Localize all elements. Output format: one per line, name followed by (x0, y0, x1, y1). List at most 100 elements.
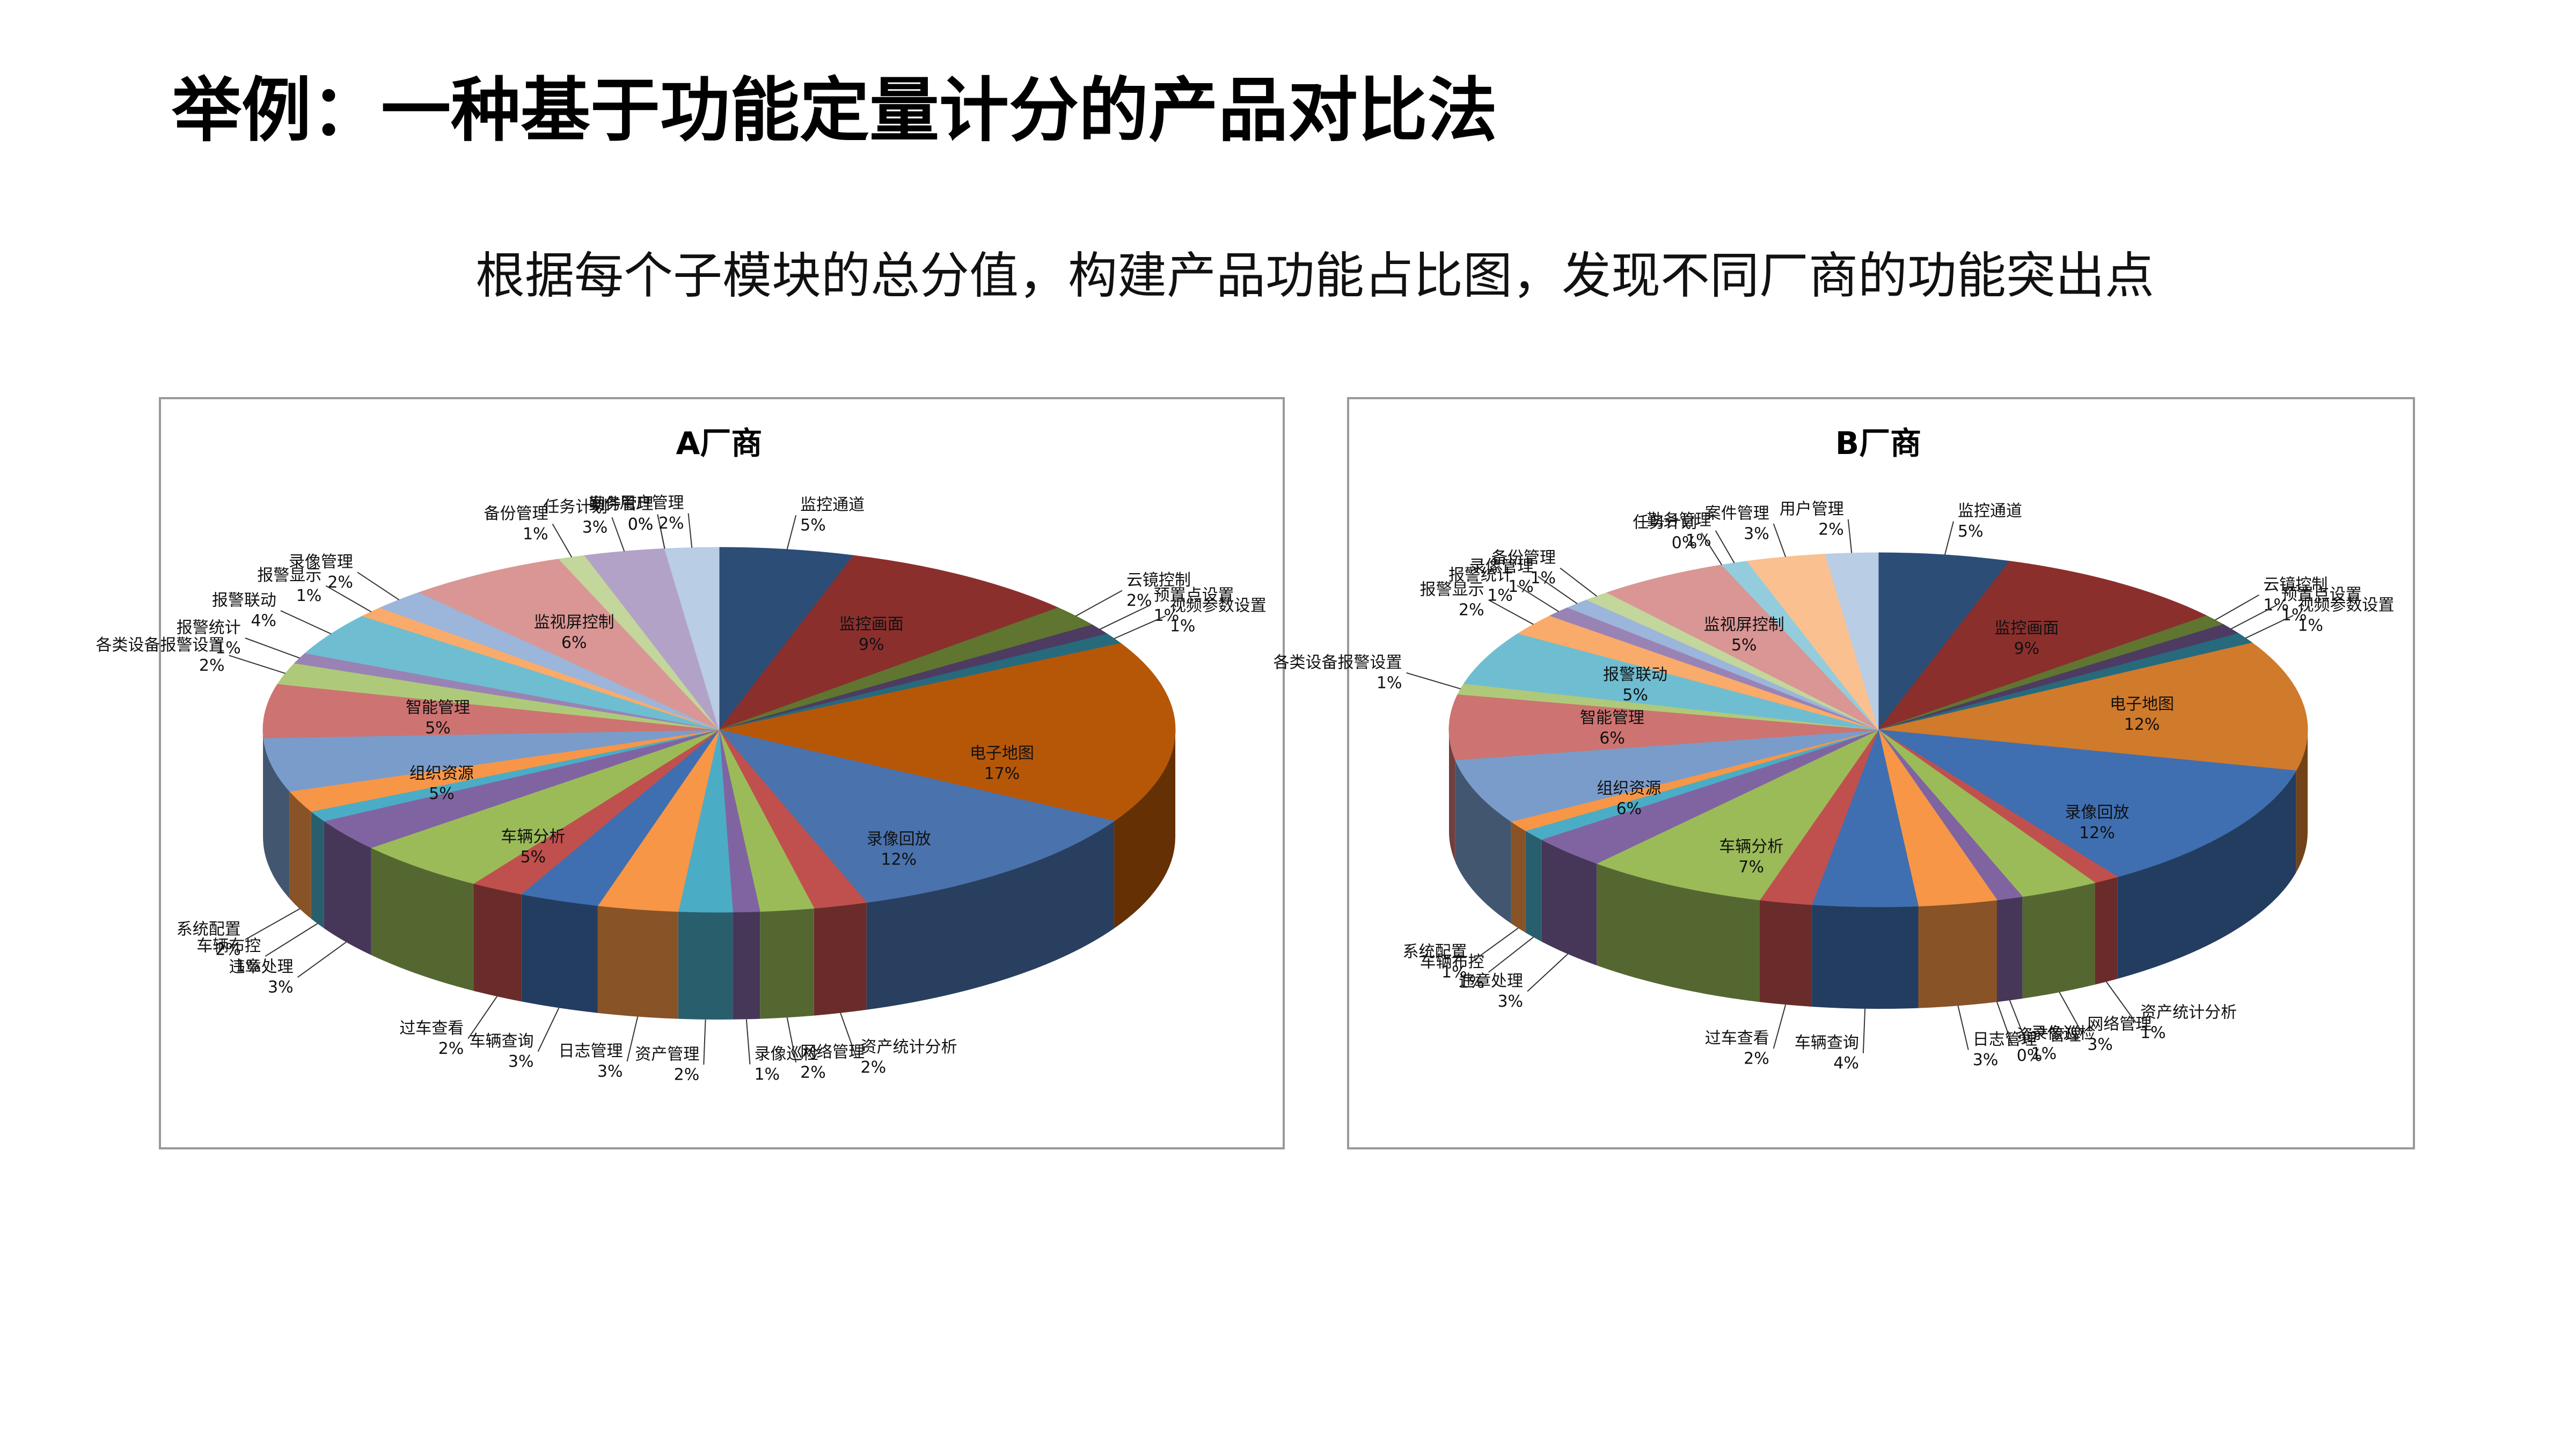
leader-line (325, 585, 372, 613)
slice-value-label: 2% (1126, 591, 1152, 610)
slice-label: 勤务管理 (1647, 511, 1711, 530)
slice-label: 过车查看 (1705, 1029, 1769, 1048)
slice-label: 录像回放 (2065, 803, 2129, 822)
slice-label: 监控通道 (800, 496, 865, 515)
slice-label: 车辆布控 (196, 937, 261, 956)
slice-label: 勤务管理 (589, 495, 653, 514)
slice-label: 智能管理 (1580, 708, 1644, 727)
slice-value-label: 1% (2031, 1045, 2057, 1064)
slice-value-label: 6% (561, 634, 587, 653)
slice-label: 录像管理 (1469, 557, 1534, 576)
pie-slice (719, 547, 854, 731)
slice-value-label: 5% (1958, 522, 1984, 541)
leader-line (1773, 1004, 1787, 1049)
leader-line (297, 941, 347, 978)
slice-value-label: 1% (1154, 606, 1180, 625)
slice-value-label: 1% (296, 587, 322, 605)
slice-label: 监控画面 (1994, 619, 2059, 638)
leader-line (552, 523, 573, 558)
slice-value-label: 2% (199, 656, 225, 675)
pie-slice-side (311, 811, 324, 928)
pie-slice-side (263, 730, 264, 846)
leader-line (1773, 523, 1787, 558)
slice-label: 报警联动 (1603, 665, 1667, 684)
slice-label: 案件管理 (589, 495, 653, 514)
slice-value-label: 9% (2014, 640, 2040, 658)
slice-value-label: 4% (251, 612, 276, 631)
slice-label: 备份管理 (484, 504, 548, 523)
slice-label: 违章处理 (1459, 972, 1523, 991)
pie-slice-side (597, 905, 678, 1019)
leader-line (229, 655, 286, 674)
pie-slice (418, 559, 720, 730)
slice-value-label: 1% (754, 1065, 780, 1084)
slice-value-label: 2% (861, 1058, 887, 1077)
slice-label: 录像管理 (289, 553, 353, 571)
slice-value-label: 1% (1686, 531, 1711, 550)
pie-slice-side (1455, 760, 1511, 924)
pie-slice (1878, 729, 2297, 877)
slice-value-label: 1% (2281, 606, 2307, 625)
slice-value-label: 0% (2017, 1046, 2043, 1065)
slice-value-label: 12% (2124, 715, 2160, 734)
slice-label: 资产统计分析 (2140, 1003, 2237, 1022)
leader-line (1957, 1006, 1969, 1050)
slice-value-label: 6% (1616, 800, 1642, 818)
slice-value-label: 5% (1622, 686, 1648, 705)
pie-slice (263, 729, 720, 792)
slice-value-label: 1% (1441, 963, 1467, 981)
pie-slice-side (2022, 882, 2095, 999)
slice-label: 备份管理 (1491, 548, 1556, 567)
pie-slice (1596, 729, 1879, 900)
pie-slice (1463, 633, 1879, 730)
slice-value-label: 1% (1508, 577, 1534, 596)
pie-slice (718, 729, 1115, 903)
pie-slice-side (1449, 730, 1455, 862)
slice-label: 报警显示 (1420, 581, 1484, 599)
slice-label: 电子地图 (2110, 695, 2174, 714)
pie-slice (1448, 694, 1879, 760)
slice-value-label: 1% (2297, 616, 2323, 635)
leader-line (2215, 594, 2259, 621)
leader-line (467, 996, 497, 1039)
pie-slice-side (1541, 839, 1597, 966)
slice-value-label: 1% (215, 639, 241, 657)
slice-label: 监控画面 (839, 615, 904, 634)
pie-slice-side (760, 908, 814, 1019)
leader-line (1944, 521, 1954, 555)
pie-slice-side (1511, 821, 1526, 933)
leader-line (537, 1007, 560, 1052)
leader-line (1701, 532, 1723, 566)
pie-slice (1877, 561, 2208, 731)
slice-label: 车辆查询 (470, 1032, 534, 1051)
pie-slice (1825, 552, 1879, 730)
leader-line (1560, 567, 1597, 597)
slice-value-label: 0% (1672, 533, 1697, 552)
slice-label: 案件管理 (1705, 504, 1769, 523)
pie-slice-side (371, 847, 474, 991)
slice-value-label: 1% (523, 525, 548, 544)
pie-slice-side (1597, 863, 1760, 1002)
slice-value-label: 1% (236, 957, 261, 976)
leader-line (245, 637, 300, 659)
slice-value-label: 2% (674, 1066, 700, 1084)
slice-label: 报警统计 (177, 618, 241, 637)
pie-slice (262, 683, 720, 738)
slice-value-label: 2% (800, 1063, 826, 1082)
slide-subtitle: 根据每个子模块的总分值，构建产品功能占比图，发现不同厂商的功能突出点 (475, 247, 2154, 304)
pie-slice-side (1525, 831, 1542, 942)
pie-slice (1606, 565, 1879, 730)
slice-value-label: 0% (628, 515, 654, 534)
leader-line (703, 1019, 706, 1065)
slice-value-label: 2% (1744, 1050, 1769, 1068)
slice-label: 系统配置 (177, 920, 241, 939)
slice-value-label: 5% (429, 785, 455, 803)
chart-title: A厂商 (676, 425, 763, 461)
leader-line (1099, 605, 1150, 630)
slice-value-label: 1% (1459, 973, 1484, 992)
slice-label: 云镜控制 (2263, 575, 2328, 594)
pie-slice-side (866, 821, 1115, 1010)
slice-value-label: 2% (658, 514, 684, 533)
